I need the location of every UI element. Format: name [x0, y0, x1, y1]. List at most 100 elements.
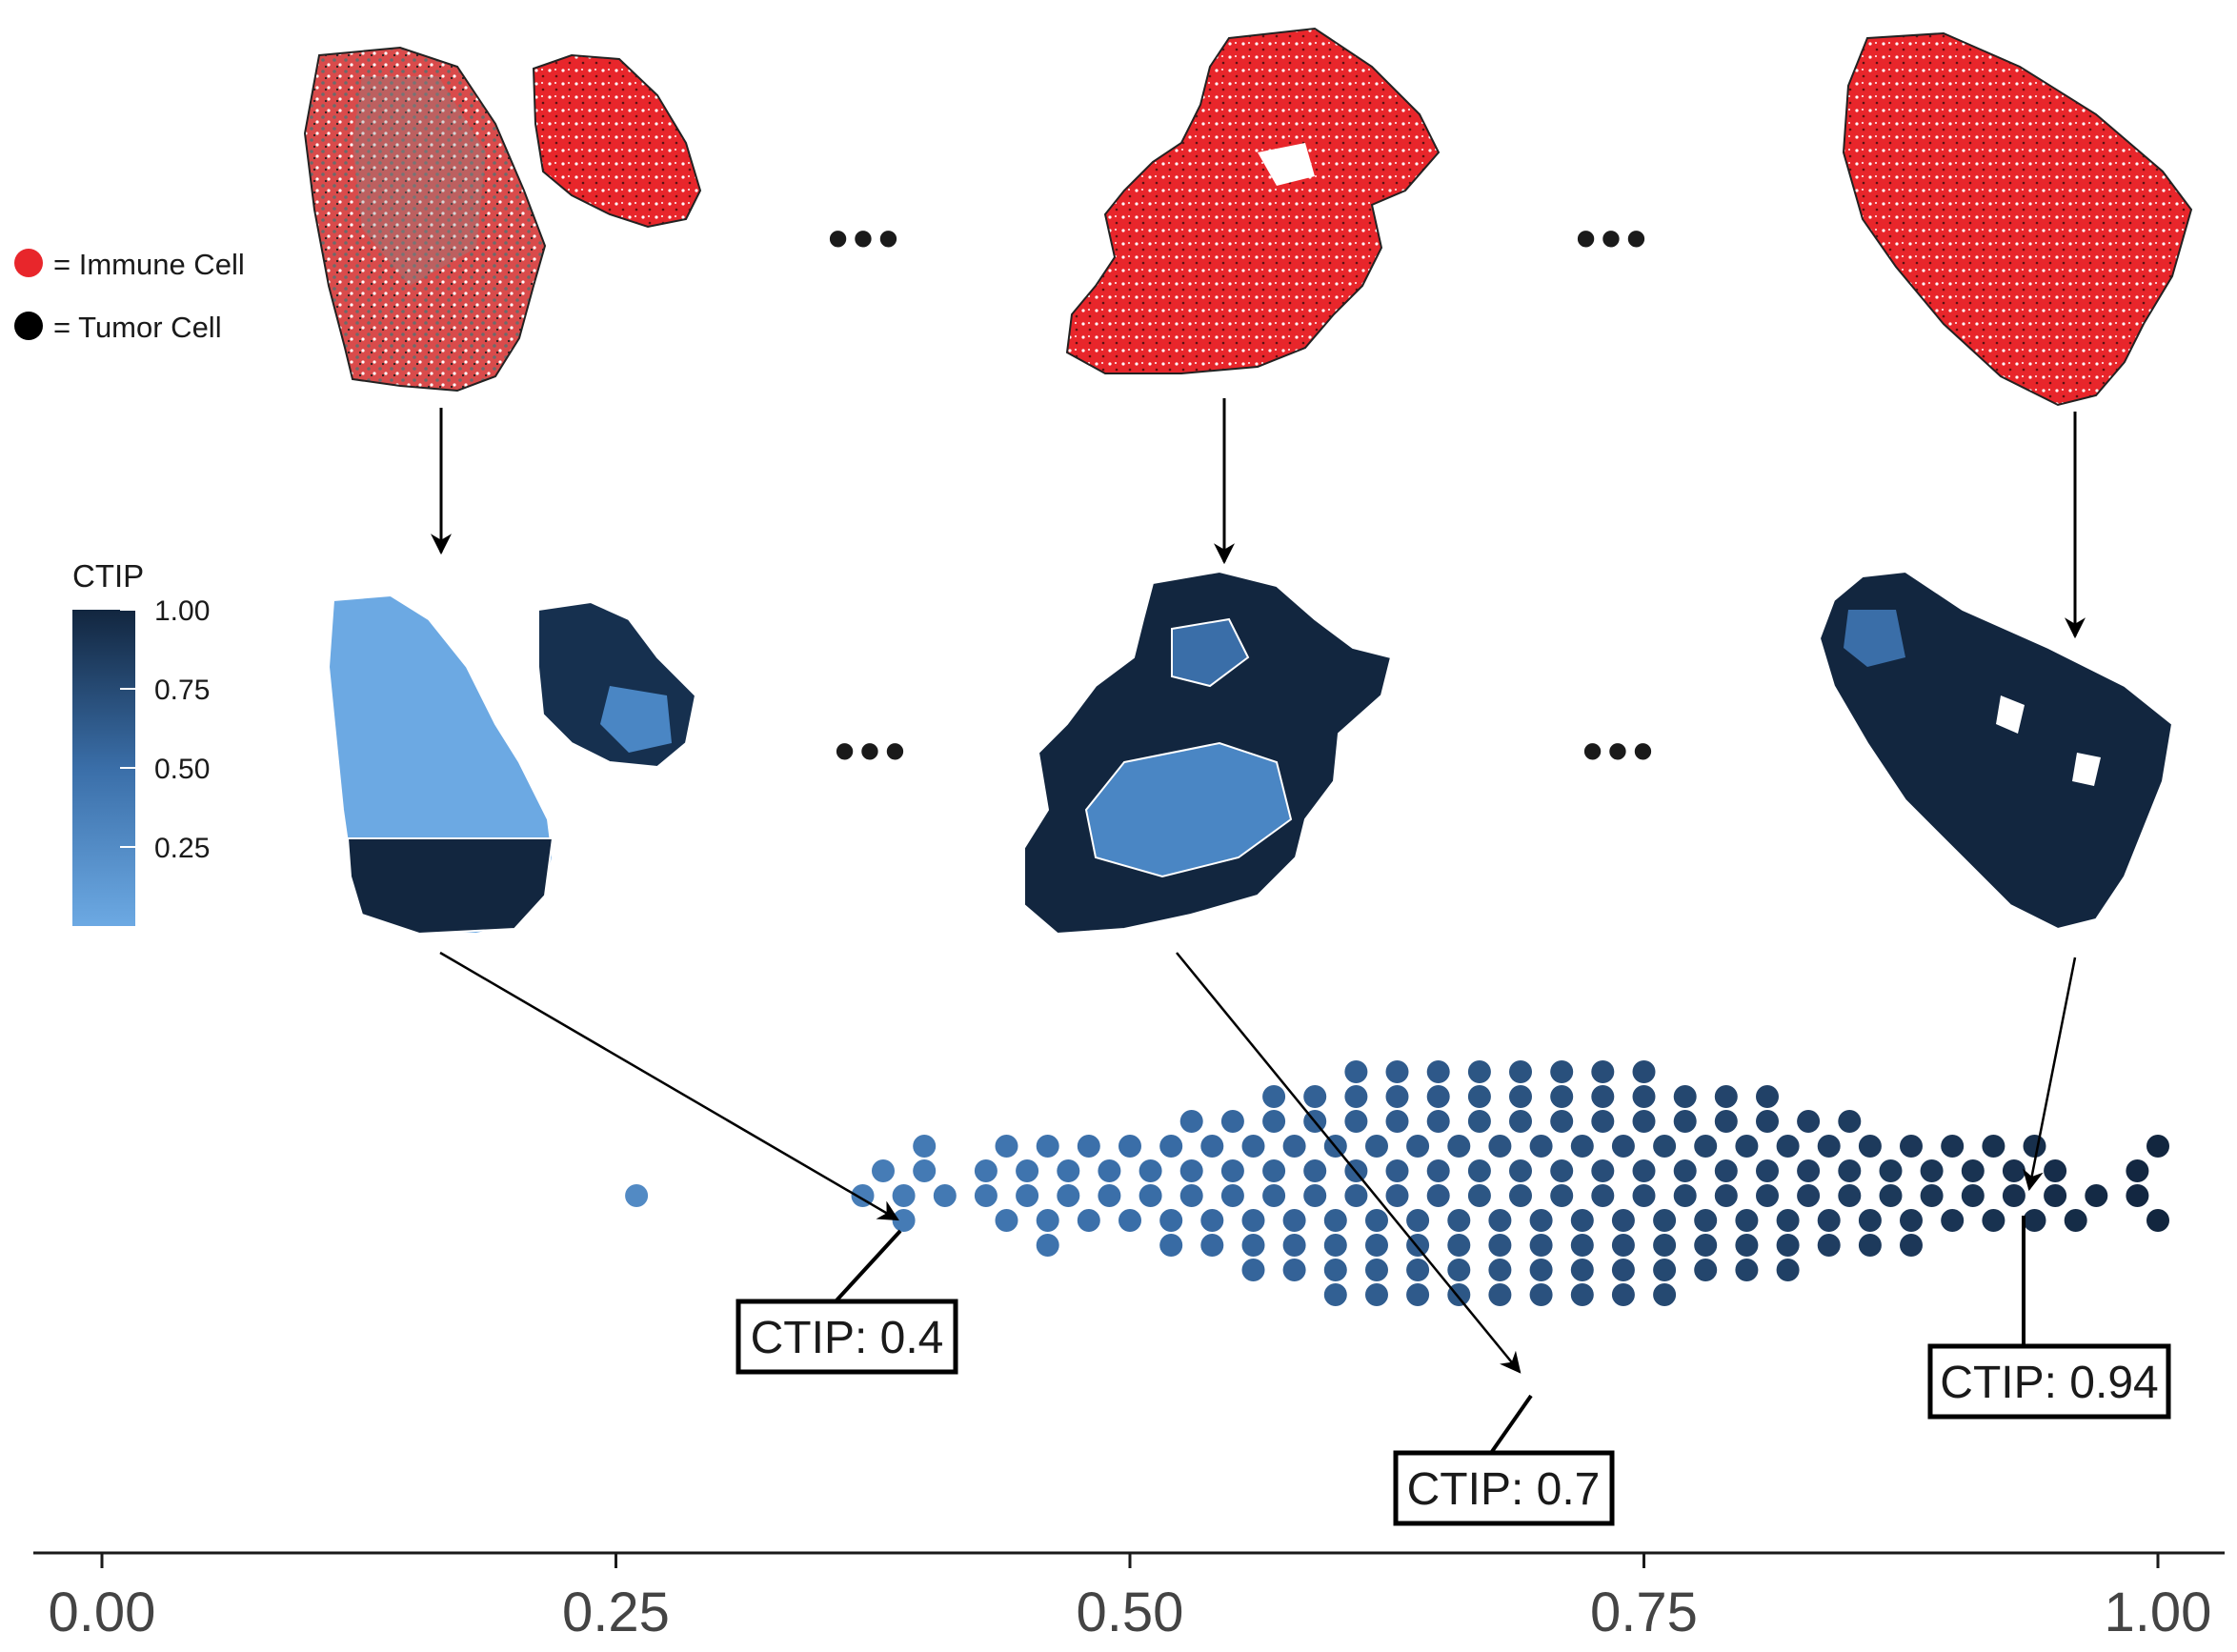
swarm-point	[1529, 1259, 1553, 1281]
swarm-point	[1879, 1159, 1903, 1182]
swarm-point	[1611, 1135, 1635, 1158]
callout-ctip-07: CTIP: 0.7	[1393, 1450, 1615, 1526]
swarm-point	[1817, 1209, 1841, 1232]
svg-text:CTIP: 0.4: CTIP: 0.4	[751, 1313, 944, 1363]
callout-leader-04	[835, 1229, 902, 1302]
callout-ctip-094: CTIP: 0.94	[1927, 1343, 2171, 1420]
swarm-point	[2044, 1159, 2067, 1182]
swarm-point	[1385, 1110, 1409, 1133]
swarm-point	[1879, 1184, 1903, 1207]
swarm-point	[1262, 1184, 1286, 1207]
swarm-point	[1797, 1110, 1821, 1133]
swarm-point	[1179, 1110, 1203, 1133]
swarm-point	[1714, 1184, 1738, 1207]
swarm-point	[2002, 1159, 2025, 1182]
swarm-point	[1673, 1085, 1697, 1108]
swarm-point	[1838, 1159, 1862, 1182]
swarm-point	[1550, 1159, 1574, 1182]
swarm-point	[1303, 1184, 1327, 1207]
swarm-point	[1426, 1159, 1450, 1182]
swarm-point	[1118, 1135, 1141, 1158]
swarm-point	[1776, 1135, 1800, 1158]
swarm-point	[1735, 1209, 1759, 1232]
swarm-point	[1426, 1085, 1450, 1108]
swarm-point	[1756, 1110, 1779, 1133]
arrow-right-to-point	[2023, 957, 2077, 1192]
swarm-point	[1282, 1209, 1306, 1232]
callout-ctip-04: CTIP: 0.4	[736, 1299, 958, 1375]
swarm-point	[1344, 1110, 1368, 1133]
callout-leader-07	[1489, 1394, 1533, 1455]
swarm-point	[2126, 1184, 2149, 1207]
swarm-point	[1591, 1110, 1615, 1133]
swarm-point	[1653, 1283, 1677, 1306]
swarm-point	[1282, 1135, 1306, 1158]
swarm-point	[892, 1184, 916, 1207]
swarm-point	[1241, 1135, 1265, 1158]
swarm-point	[1735, 1234, 1759, 1257]
swarm-point	[1262, 1159, 1286, 1182]
swarm-point	[1077, 1209, 1100, 1232]
beeswarm-points	[625, 1060, 2169, 1306]
swarm-point	[1529, 1135, 1553, 1158]
tissue-image-middle	[1065, 27, 1441, 374]
swarm-point	[1036, 1209, 1059, 1232]
swarm-point	[1529, 1209, 1553, 1232]
swarm-point	[1467, 1060, 1491, 1083]
swarm-point	[1550, 1060, 1574, 1083]
swarm-point	[1632, 1184, 1656, 1207]
swarm-point	[1406, 1259, 1430, 1281]
swarm-point	[2023, 1209, 2046, 1232]
swarm-point	[1220, 1110, 1244, 1133]
swarm-point	[1735, 1135, 1759, 1158]
swarm-point	[1262, 1085, 1286, 1108]
ctip-colorbar: CTIP 1.00 0.75 0.50 0.25	[72, 558, 210, 926]
legend-immune-label: = Immune Cell	[53, 248, 245, 281]
swarm-point	[1488, 1283, 1512, 1306]
swarm-point	[1797, 1159, 1821, 1182]
swarm-point	[995, 1209, 1018, 1232]
swarm-point	[933, 1184, 957, 1207]
swarm-point	[1756, 1085, 1779, 1108]
swarm-point	[1365, 1259, 1388, 1281]
colorbar-tick-050: 0.50	[154, 754, 210, 785]
cell-legend: = Immune Cell = Tumor Cell	[14, 248, 245, 344]
swarm-point	[1447, 1234, 1471, 1257]
swarm-point	[1385, 1085, 1409, 1108]
swarm-point	[2146, 1135, 2169, 1158]
swarm-point	[1900, 1135, 1923, 1158]
swarm-point	[1653, 1259, 1677, 1281]
swarm-point	[1406, 1209, 1430, 1232]
swarm-point	[1509, 1085, 1532, 1108]
swarm-point	[1282, 1259, 1306, 1281]
swarm-point	[1262, 1110, 1286, 1133]
swarm-point	[2126, 1159, 2149, 1182]
swarm-point	[1200, 1209, 1224, 1232]
colorbar-tick-075: 0.75	[154, 675, 210, 706]
swarm-point	[1467, 1159, 1491, 1182]
x-tick-label: 0.50	[1077, 1581, 1184, 1643]
swarm-point	[1920, 1184, 1944, 1207]
swarm-point	[995, 1135, 1018, 1158]
swarm-point	[1016, 1159, 1039, 1182]
swarm-point	[1797, 1184, 1821, 1207]
x-tick-label: 0.75	[1590, 1581, 1698, 1643]
x-tick-label: 1.00	[2105, 1581, 2212, 1643]
swarm-point	[1550, 1110, 1574, 1133]
swarm-point	[1406, 1283, 1430, 1306]
swarm-point	[1756, 1184, 1779, 1207]
swarm-point	[1139, 1184, 1162, 1207]
swarm-point	[1509, 1159, 1532, 1182]
ctip-map-middle	[1023, 570, 1393, 936]
swarm-point	[1344, 1060, 1368, 1083]
swarm-point	[2023, 1135, 2046, 1158]
swarm-point	[1632, 1159, 1656, 1182]
swarm-point	[1385, 1159, 1409, 1182]
swarm-point	[1900, 1209, 1923, 1232]
arrow-left-to-point	[439, 951, 899, 1221]
swarm-point	[1159, 1135, 1183, 1158]
swarm-point	[1057, 1184, 1080, 1207]
swarm-point	[1323, 1283, 1347, 1306]
swarm-point	[872, 1159, 895, 1182]
swarm-point	[1591, 1184, 1615, 1207]
